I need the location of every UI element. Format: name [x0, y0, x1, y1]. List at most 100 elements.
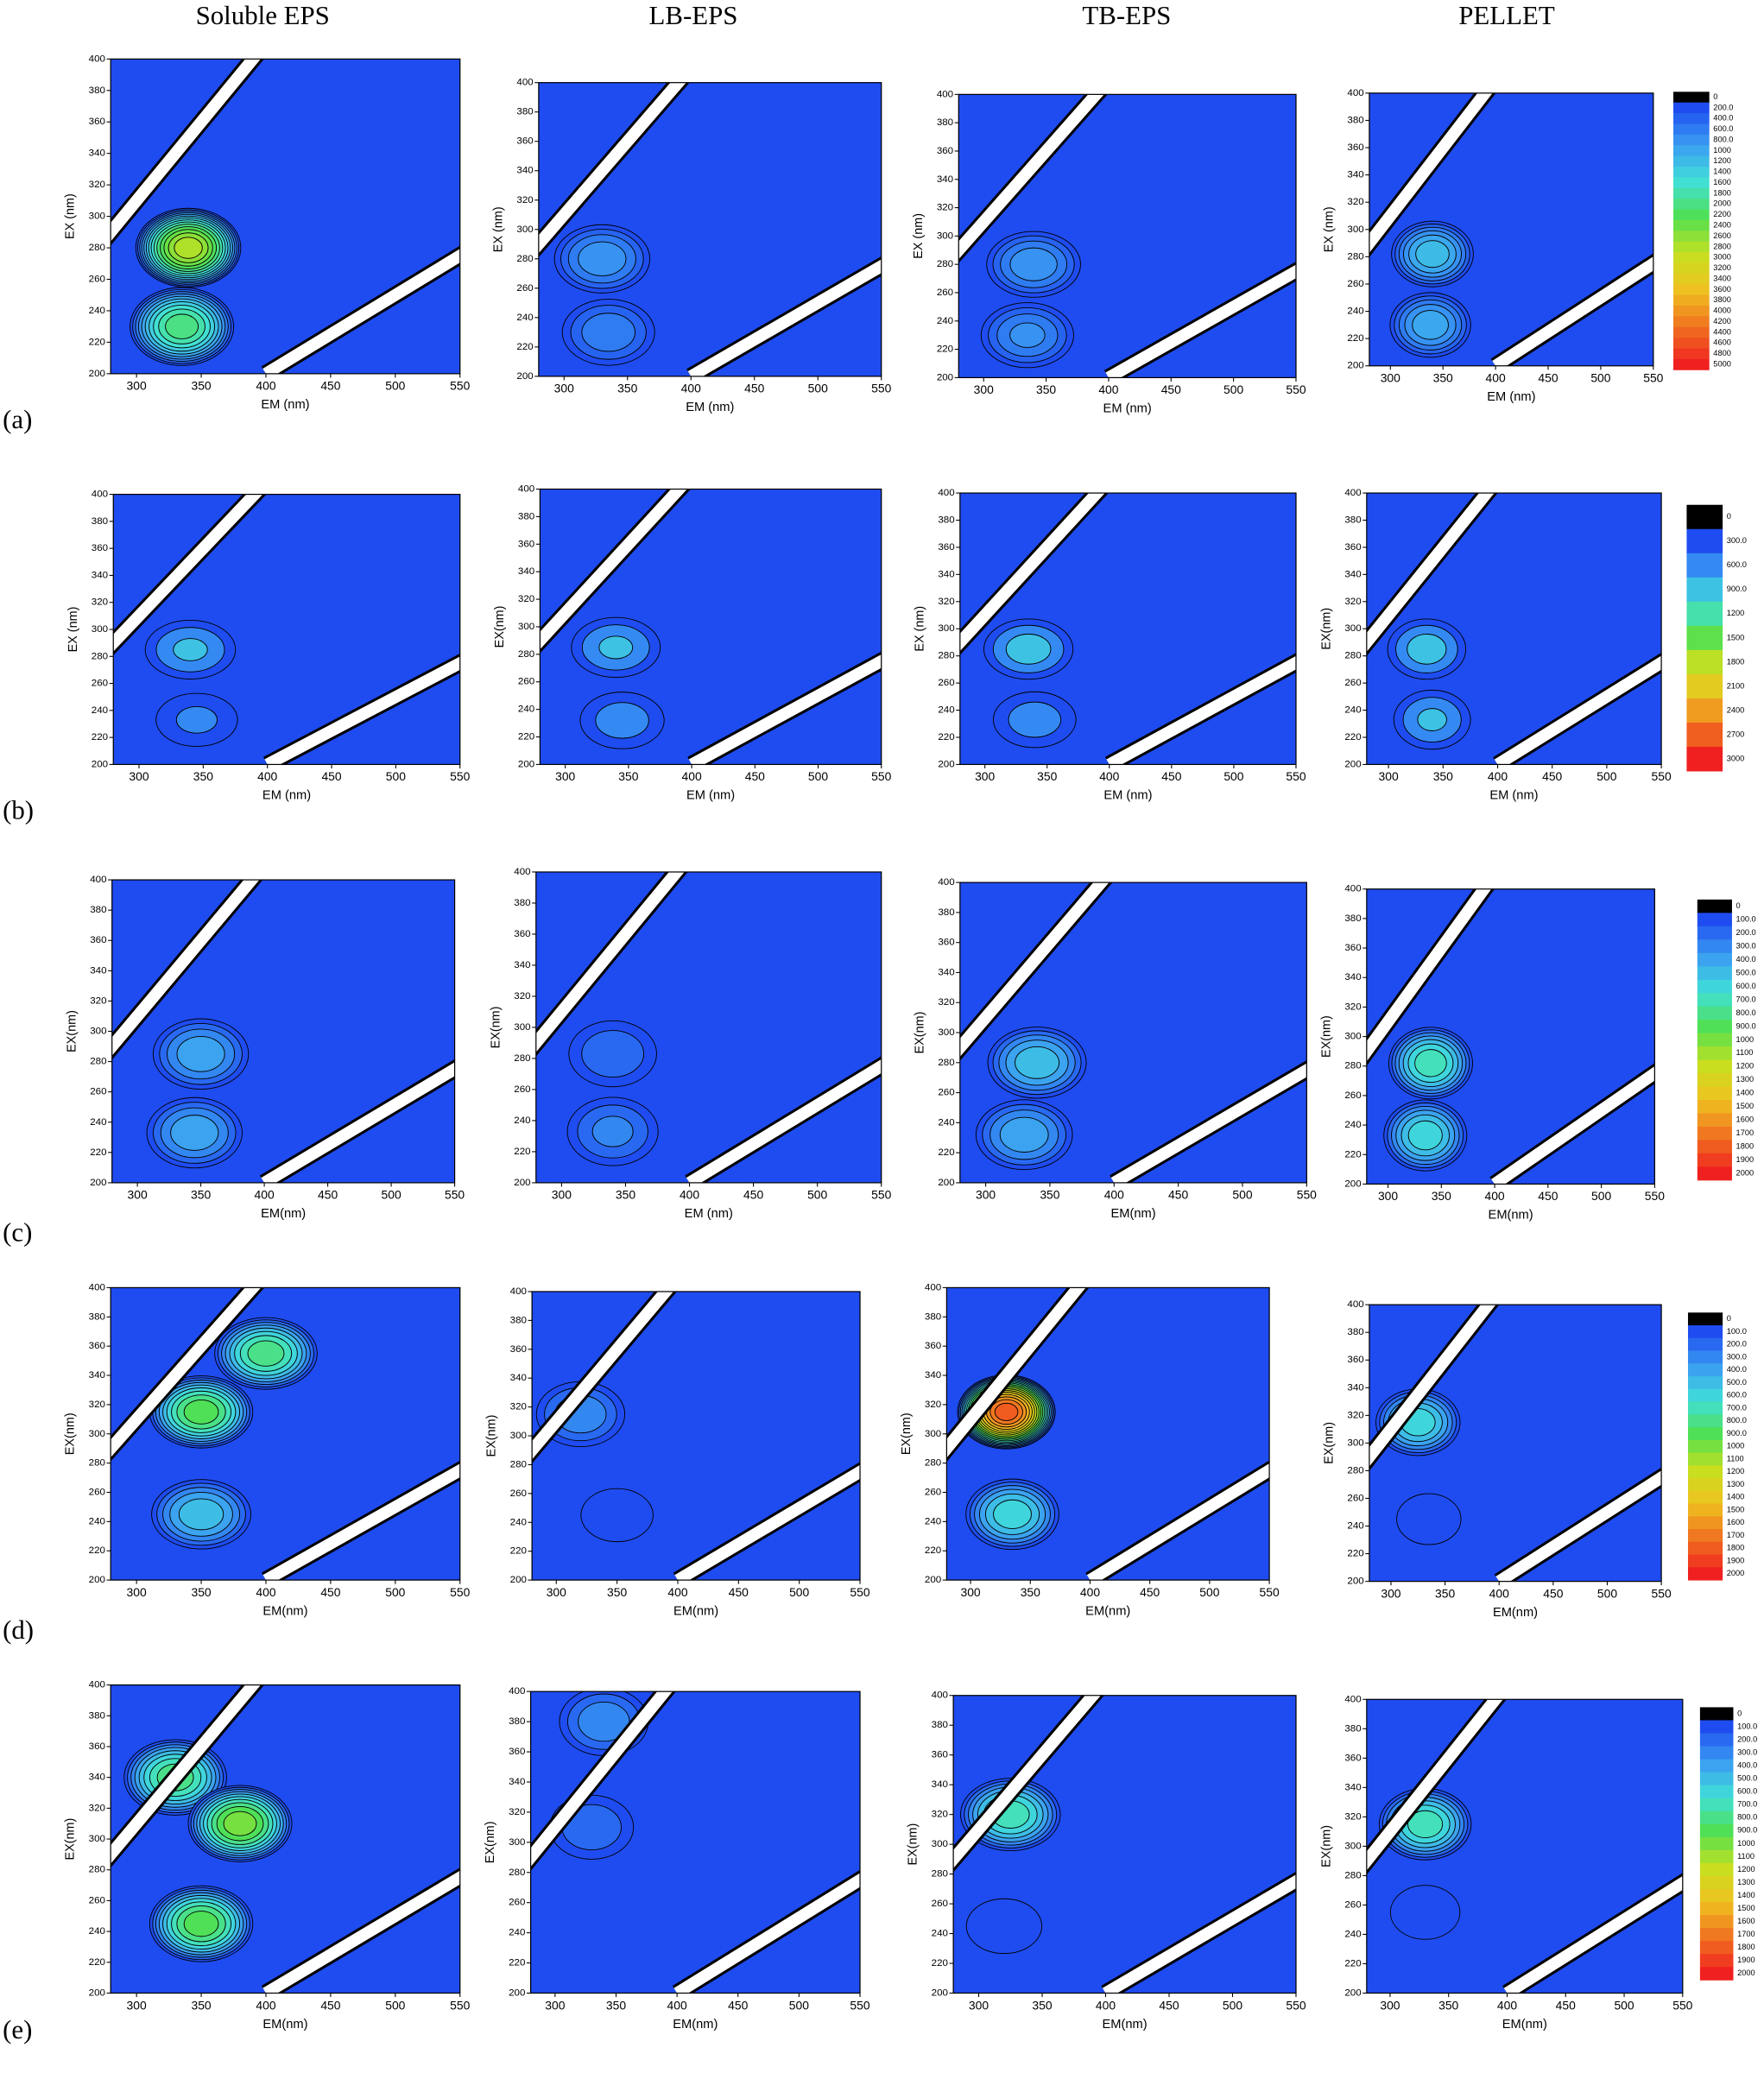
y-tick-label: 340 [1344, 1782, 1361, 1792]
x-tick-label: 350 [618, 770, 639, 783]
x-tick-label: 400 [1104, 1189, 1125, 1202]
x-tick-label: 550 [871, 770, 892, 783]
scatter-band [1105, 264, 1296, 378]
scatter-band [688, 654, 882, 765]
colorbar-label: 1400 [1727, 1493, 1745, 1501]
plot-frame [959, 882, 1307, 1184]
x-tick-label: 350 [606, 1999, 627, 2012]
contour-plot [113, 494, 460, 765]
x-tick-label: 500 [1596, 770, 1617, 783]
y-tick-label: 380 [89, 85, 105, 96]
x-tick-label: 300 [1380, 1999, 1400, 2012]
colorbar-label: 1200 [1727, 1467, 1745, 1476]
x-tick-label: 500 [1223, 383, 1244, 396]
colorbar-band [1686, 649, 1723, 675]
x-axis-label: EM(nm) [673, 1604, 718, 1618]
x-tick-label: 300 [545, 1999, 566, 2012]
x-axis-label: EM (nm) [685, 1207, 733, 1221]
x-axis-label: EM (nm) [262, 789, 311, 803]
colorbar-label: 3200 [1713, 263, 1731, 272]
y-tick-label: 320 [932, 1810, 948, 1820]
colorbar-band [1699, 1733, 1734, 1747]
y-tick-label: 200 [1344, 1988, 1361, 1999]
x-tick-label: 400 [667, 1586, 688, 1599]
y-tick-label: 340 [938, 968, 954, 978]
x-tick-label: 350 [191, 1586, 212, 1599]
x-tick-label: 550 [445, 1189, 465, 1202]
colorbar-band [1699, 1798, 1734, 1812]
colorbar-band [1672, 305, 1710, 317]
y-tick-label: 260 [937, 288, 953, 298]
x-tick-label: 550 [1672, 1999, 1693, 2012]
column-header: PELLET [1458, 1, 1555, 30]
y-tick-label: 360 [516, 136, 533, 147]
y-tick-label: 280 [1344, 1061, 1361, 1071]
colorbar-band [1699, 1862, 1734, 1877]
y-axis-label: EX (nm) [1322, 206, 1336, 252]
colorbar-band [1697, 1153, 1732, 1167]
x-tick-label: 550 [450, 1586, 471, 1599]
y-tick-label: 240 [938, 705, 954, 716]
colorbar-label: 1100 [1727, 1454, 1744, 1463]
y-tick-label: 200 [92, 760, 108, 770]
colorbar-band [1687, 1414, 1723, 1428]
y-tick-label: 380 [514, 898, 530, 908]
y-tick-label: 200 [1347, 1577, 1363, 1587]
x-tick-label: 500 [808, 382, 829, 395]
x-tick-label: 550 [1286, 1999, 1306, 2012]
plot-frame [110, 58, 461, 375]
y-tick-label: 280 [932, 1869, 948, 1880]
y-tick-label: 320 [89, 1803, 105, 1813]
contour-level [165, 313, 199, 339]
y-tick-label: 200 [89, 1988, 105, 1999]
y-tick-label: 220 [509, 1958, 525, 1968]
colorbar-label: 1500 [1737, 1904, 1755, 1912]
y-tick-label: 280 [518, 649, 534, 660]
y-tick-label: 300 [509, 1837, 525, 1848]
y-tick-label: 360 [1344, 1753, 1361, 1763]
x-tick-label: 500 [789, 1586, 810, 1599]
colorbar-band [1672, 134, 1710, 146]
x-tick-label: 400 [257, 770, 278, 783]
y-tick-label: 200 [89, 369, 105, 379]
x-tick-label: 350 [617, 382, 638, 395]
x-tick-label: 300 [127, 380, 148, 393]
y-tick-label: 280 [925, 1458, 941, 1469]
x-tick-label: 300 [554, 382, 575, 395]
colorbar-band [1672, 316, 1710, 328]
scatter-band [1494, 655, 1662, 765]
x-tick-label: 500 [789, 1999, 810, 2012]
row-label: (a) [3, 405, 32, 434]
colorbar-band [1699, 1759, 1734, 1773]
x-tick-label: 400 [667, 1999, 688, 2012]
y-tick-label: 220 [937, 344, 953, 355]
scatter-band [958, 94, 1104, 260]
contour-level [999, 1116, 1049, 1153]
x-tick-label: 550 [1297, 1189, 1318, 1202]
y-tick-label: 300 [1344, 1032, 1361, 1042]
colorbar-label: 2100 [1727, 681, 1745, 690]
colorbar-band [1686, 528, 1723, 554]
contour-plot [538, 82, 882, 376]
scatter-band [1366, 888, 1492, 1062]
contour-plot [1366, 888, 1655, 1185]
x-tick-label: 400 [1489, 1588, 1510, 1601]
x-axis-label: EM(nm) [261, 1207, 306, 1221]
x-tick-label: 500 [1223, 1999, 1243, 2012]
column-header: Soluble EPS [196, 1, 330, 30]
colorbar-label: 700.0 [1736, 995, 1756, 1003]
x-tick-label: 450 [1159, 1999, 1179, 2012]
y-tick-label: 400 [938, 877, 954, 888]
x-tick-label: 550 [850, 1586, 870, 1599]
x-tick-label: 350 [1433, 372, 1454, 385]
contour-plot [111, 59, 460, 374]
colorbar-band [1687, 1363, 1723, 1377]
y-tick-label: 360 [518, 539, 534, 549]
colorbar-band [1672, 92, 1710, 104]
y-tick-label: 280 [89, 1865, 105, 1875]
colorbar-label: 1900 [1737, 1956, 1755, 1964]
colorbar-band [1699, 1849, 1734, 1864]
contour-level [1407, 1120, 1443, 1151]
colorbar-label: 3800 [1713, 295, 1731, 304]
